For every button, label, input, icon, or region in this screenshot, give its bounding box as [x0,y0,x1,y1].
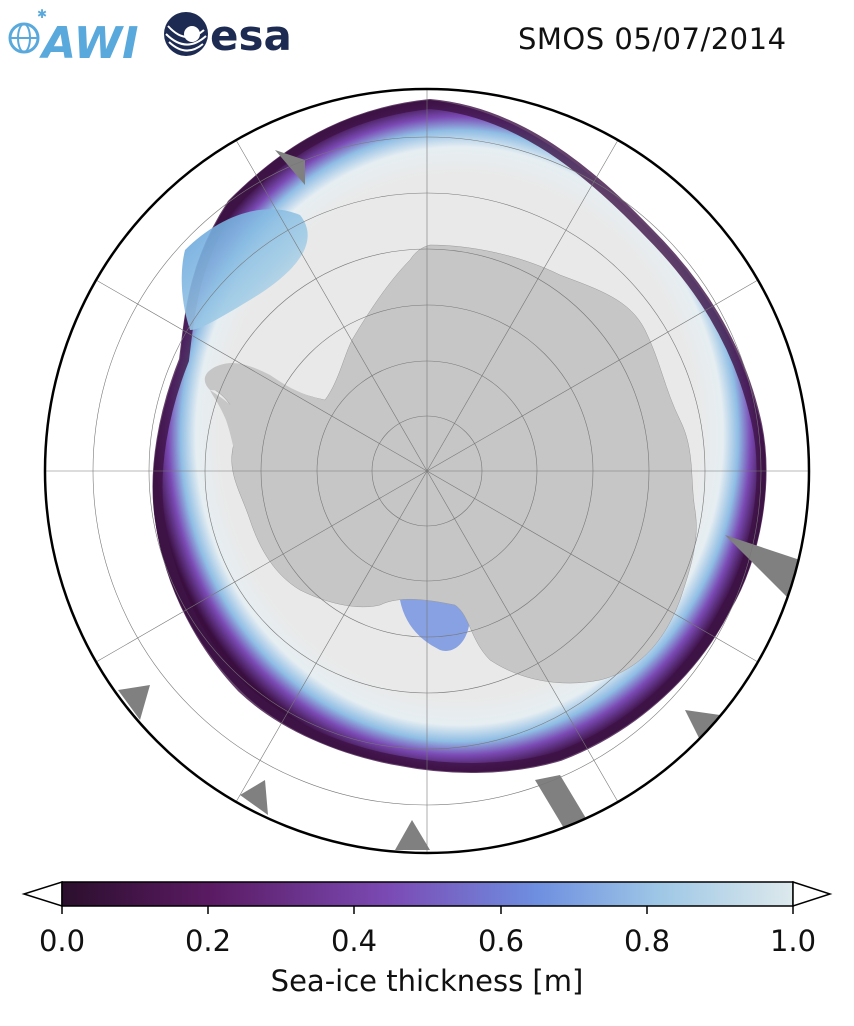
esa-logo-text: esa [210,11,292,60]
graticule-meridians [45,89,809,853]
colorbar-extend-low [21,880,63,908]
colorbar-gradient [61,881,794,907]
esa-logo-icon: esa [164,11,292,60]
awi-logo-icon: ✱ AWI [8,7,139,66]
colorbar-extend-high [792,880,833,908]
colorbar-tick-label: 1.0 [769,924,817,958]
colorbar-tick-label: 0.2 [184,924,232,958]
colorbar-tick-label: 0.8 [623,924,671,958]
svg-text:✱: ✱ [37,7,47,21]
ross-sea-ice [400,595,470,651]
colorbar [21,880,833,914]
colorbar-tick-label: 0.6 [477,924,525,958]
colorbar-tick-marks [61,906,794,914]
colorbar-tick-label: 0.4 [330,924,378,958]
awi-logo-text: AWI [39,18,139,66]
antarctic-peninsula [204,363,325,470]
no-data-regions [118,150,800,850]
map-boundary [43,87,811,855]
weddell-sea-ice [181,209,308,330]
colorbar-label: Sea-ice thickness [m] [270,964,584,998]
colorbar-tick-label: 0.0 [38,924,86,958]
map-title: SMOS 05/07/2014 [518,22,787,56]
sea-ice-map [43,87,811,855]
logo-bar: ✱ AWI esa [8,7,292,66]
